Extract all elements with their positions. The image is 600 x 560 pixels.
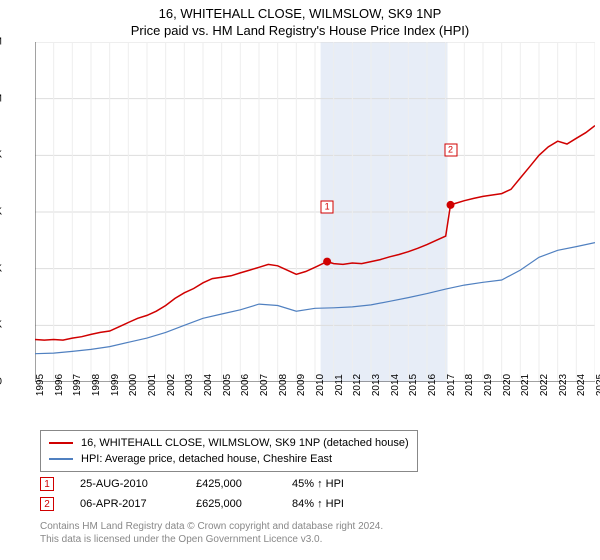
x-tick-label: 2002 — [166, 374, 177, 396]
x-tick-label: 2005 — [222, 374, 233, 396]
x-tick-label: 2003 — [184, 374, 195, 396]
sale-price: £625,000 — [196, 498, 266, 510]
sale-vs-hpi: 45% ↑ HPI — [292, 478, 372, 490]
x-tick-label: 1997 — [72, 374, 83, 396]
x-tick-label: 2011 — [334, 374, 345, 396]
footer-line: This data is licensed under the Open Gov… — [40, 533, 383, 546]
footer-attribution: Contains HM Land Registry data © Crown c… — [40, 520, 383, 546]
y-tick-label: £400K — [0, 263, 2, 274]
sale-marker-icon: 2 — [40, 497, 54, 511]
sale-vs-hpi: 84% ↑ HPI — [292, 498, 372, 510]
x-tick-label: 2001 — [147, 374, 158, 396]
legend-label: HPI: Average price, detached house, Ches… — [81, 453, 332, 465]
x-tick-label: 2009 — [296, 374, 307, 396]
x-tick-label: 1995 — [35, 374, 46, 396]
chart-title: 16, WHITEHALL CLOSE, WILMSLOW, SK9 1NP — [0, 0, 600, 21]
x-tick-label: 2023 — [558, 374, 569, 396]
x-tick-label: 2019 — [483, 374, 494, 396]
x-tick-label: 2017 — [446, 374, 457, 396]
legend-line-swatch — [49, 442, 73, 444]
x-tick-label: 1999 — [110, 374, 121, 396]
x-tick-label: 2024 — [576, 374, 587, 396]
legend-box: 16, WHITEHALL CLOSE, WILMSLOW, SK9 1NP (… — [40, 430, 418, 472]
x-tick-label: 2013 — [371, 374, 382, 396]
y-tick-label: £200K — [0, 320, 2, 331]
legend-line-swatch — [49, 458, 73, 460]
x-tick-label: 2014 — [390, 374, 401, 396]
x-tick-label: 2015 — [408, 374, 419, 396]
x-tick-label: 2010 — [315, 374, 326, 396]
x-tick-label: 2018 — [464, 374, 475, 396]
chart-marker-label: 1 — [321, 200, 334, 213]
y-tick-label: £1.2M — [0, 37, 2, 48]
sale-date: 06-APR-2017 — [80, 498, 170, 510]
chart-container: 16, WHITEHALL CLOSE, WILMSLOW, SK9 1NP P… — [0, 0, 600, 560]
sale-row: 2 06-APR-2017 £625,000 84% ↑ HPI — [40, 494, 372, 514]
x-tick-label: 1998 — [91, 374, 102, 396]
footer-line: Contains HM Land Registry data © Crown c… — [40, 520, 383, 533]
x-tick-label: 2020 — [502, 374, 513, 396]
x-tick-label: 2007 — [259, 374, 270, 396]
x-tick-label: 2021 — [520, 374, 531, 396]
x-tick-label: 2022 — [539, 374, 550, 396]
chart-marker-label: 2 — [444, 143, 457, 156]
chart-svg — [35, 42, 595, 382]
sale-row: 1 25-AUG-2010 £425,000 45% ↑ HPI — [40, 474, 372, 494]
legend-label: 16, WHITEHALL CLOSE, WILMSLOW, SK9 1NP (… — [81, 437, 409, 449]
x-tick-label: 2006 — [240, 374, 251, 396]
x-tick-label: 2012 — [352, 374, 363, 396]
y-tick-label: £600K — [0, 207, 2, 218]
x-tick-label: 2000 — [128, 374, 139, 396]
x-axis-labels: 1995199619971998199920002001200220032004… — [35, 385, 595, 425]
chart-subtitle: Price paid vs. HM Land Registry's House … — [0, 21, 600, 42]
y-tick-label: £0 — [0, 377, 2, 388]
x-tick-label: 2004 — [203, 374, 214, 396]
sales-table: 1 25-AUG-2010 £425,000 45% ↑ HPI 2 06-AP… — [40, 474, 372, 514]
sale-marker-icon: 1 — [40, 477, 54, 491]
x-tick-label: 2025 — [595, 374, 600, 396]
chart-plot-area: £0£200K£400K£600K£800K£1M£1.2M 12 — [35, 42, 595, 382]
legend-row: HPI: Average price, detached house, Ches… — [49, 451, 409, 467]
legend-row: 16, WHITEHALL CLOSE, WILMSLOW, SK9 1NP (… — [49, 435, 409, 451]
x-tick-label: 1996 — [54, 374, 65, 396]
x-tick-label: 2016 — [427, 374, 438, 396]
sale-date: 25-AUG-2010 — [80, 478, 170, 490]
y-tick-label: £1M — [0, 93, 2, 104]
x-tick-label: 2008 — [278, 374, 289, 396]
sale-price: £425,000 — [196, 478, 266, 490]
y-tick-label: £800K — [0, 150, 2, 161]
